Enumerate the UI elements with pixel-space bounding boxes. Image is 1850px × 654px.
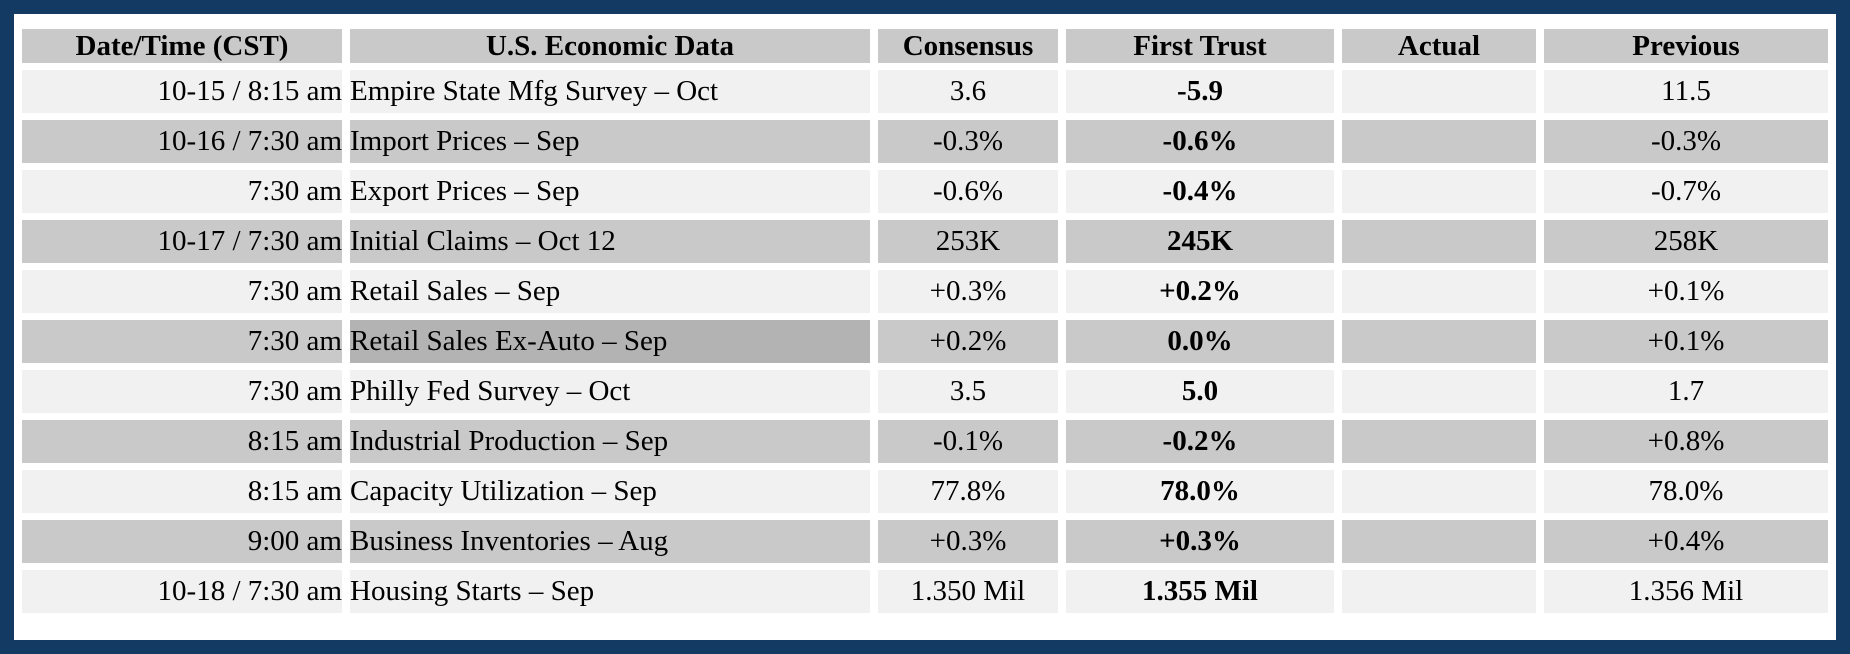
consensus-cell: 77.8% [878, 470, 1058, 513]
event-cell: Empire State Mfg Survey – Oct [350, 70, 870, 113]
consensus-cell: 3.5 [878, 370, 1058, 413]
event-cell: Import Prices – Sep [350, 120, 870, 163]
actual-cell [1342, 320, 1536, 363]
actual-cell [1342, 220, 1536, 263]
actual-cell [1342, 70, 1536, 113]
datetime-cell: 10-16 / 7:30 am [22, 120, 342, 163]
consensus-cell: +0.2% [878, 320, 1058, 363]
table-row: 7:30 am Philly Fed Survey – Oct 3.5 5.0 1.7 [22, 370, 1828, 413]
datetime-cell: 9:00 am [22, 520, 342, 563]
first-trust-cell: +0.3% [1066, 520, 1334, 563]
event-cell: Industrial Production – Sep [350, 420, 870, 463]
datetime-cell: 8:15 am [22, 420, 342, 463]
previous-cell: 78.0% [1544, 470, 1828, 513]
table-row: 8:15 am Industrial Production – Sep -0.1% -… [22, 420, 1828, 463]
header-row: Date/Time (CST) U.S. Economic Data Conse… [22, 29, 1828, 63]
consensus-cell: 3.6 [878, 70, 1058, 113]
event-cell: Retail Sales – Sep [350, 270, 870, 313]
first-trust-cell: 78.0% [1066, 470, 1334, 513]
previous-cell: +0.1% [1544, 320, 1828, 363]
table-row: 10-16 / 7:30 am Import Prices – Sep -0.3% -… [22, 120, 1828, 163]
first-trust-cell: +0.2% [1066, 270, 1334, 313]
col-header-first-trust: First Trust [1066, 29, 1334, 63]
previous-cell: +0.1% [1544, 270, 1828, 313]
actual-cell [1342, 170, 1536, 213]
previous-cell: +0.8% [1544, 420, 1828, 463]
first-trust-cell: -0.6% [1066, 120, 1334, 163]
actual-cell [1342, 120, 1536, 163]
first-trust-cell: 1.355 Mil [1066, 570, 1334, 613]
datetime-cell: 7:30 am [22, 370, 342, 413]
datetime-cell: 8:15 am [22, 470, 342, 513]
previous-cell: 1.356 Mil [1544, 570, 1828, 613]
consensus-cell: -0.3% [878, 120, 1058, 163]
col-header-event: U.S. Economic Data [350, 29, 870, 63]
table-row: 10-17 / 7:30 am Initial Claims – Oct 12 25… [22, 220, 1828, 263]
event-cell: Business Inventories – Aug [350, 520, 870, 563]
consensus-cell: 253K [878, 220, 1058, 263]
col-header-actual: Actual [1342, 29, 1536, 63]
actual-cell [1342, 370, 1536, 413]
actual-cell [1342, 570, 1536, 613]
first-trust-cell: 5.0 [1066, 370, 1334, 413]
consensus-cell: 1.350 Mil [878, 570, 1058, 613]
datetime-cell: 10-17 / 7:30 am [22, 220, 342, 263]
table-body: 10-15 / 8:15 am Empire State Mfg Survey –… [22, 70, 1828, 613]
datetime-cell: 10-15 / 8:15 am [22, 70, 342, 113]
previous-cell: 258K [1544, 220, 1828, 263]
event-cell: Retail Sales Ex-Auto – Sep [350, 320, 870, 363]
table-row: 7:30 am Export Prices – Sep -0.6% -0.4% -0.7… [22, 170, 1828, 213]
previous-cell: 11.5 [1544, 70, 1828, 113]
first-trust-cell: 0.0% [1066, 320, 1334, 363]
previous-cell: +0.4% [1544, 520, 1828, 563]
col-header-consensus: Consensus [878, 29, 1058, 63]
table-row: 7:30 am Retail Sales Ex-Auto – Sep +0.2% 0.… [22, 320, 1828, 363]
economic-data-table: Date/Time (CST) U.S. Economic Data Conse… [14, 22, 1836, 620]
event-cell: Export Prices – Sep [350, 170, 870, 213]
consensus-cell: +0.3% [878, 520, 1058, 563]
col-header-datetime: Date/Time (CST) [22, 29, 342, 63]
table-row: 9:00 am Business Inventories – Aug +0.3% +0… [22, 520, 1828, 563]
table-row: 7:30 am Retail Sales – Sep +0.3% +0.2% +0.1% [22, 270, 1828, 313]
first-trust-cell: 245K [1066, 220, 1334, 263]
consensus-cell: -0.6% [878, 170, 1058, 213]
actual-cell [1342, 470, 1536, 513]
first-trust-cell: -5.9 [1066, 70, 1334, 113]
table-row: 8:15 am Capacity Utilization – Sep 77.8% 78… [22, 470, 1828, 513]
previous-cell: -0.7% [1544, 170, 1828, 213]
first-trust-cell: -0.2% [1066, 420, 1334, 463]
datetime-cell: 7:30 am [22, 270, 342, 313]
event-cell: Initial Claims – Oct 12 [350, 220, 870, 263]
previous-cell: -0.3% [1544, 120, 1828, 163]
consensus-cell: -0.1% [878, 420, 1058, 463]
col-header-previous: Previous [1544, 29, 1828, 63]
first-trust-cell: -0.4% [1066, 170, 1334, 213]
event-cell: Housing Starts – Sep [350, 570, 870, 613]
table-row: 10-18 / 7:30 am Housing Starts – Sep 1.350… [22, 570, 1828, 613]
datetime-cell: 7:30 am [22, 170, 342, 213]
event-cell: Philly Fed Survey – Oct [350, 370, 870, 413]
actual-cell [1342, 420, 1536, 463]
datetime-cell: 10-18 / 7:30 am [22, 570, 342, 613]
actual-cell [1342, 520, 1536, 563]
datetime-cell: 7:30 am [22, 320, 342, 363]
actual-cell [1342, 270, 1536, 313]
event-cell: Capacity Utilization – Sep [350, 470, 870, 513]
previous-cell: 1.7 [1544, 370, 1828, 413]
table-row: 10-15 / 8:15 am Empire State Mfg Survey –… [22, 70, 1828, 113]
consensus-cell: +0.3% [878, 270, 1058, 313]
